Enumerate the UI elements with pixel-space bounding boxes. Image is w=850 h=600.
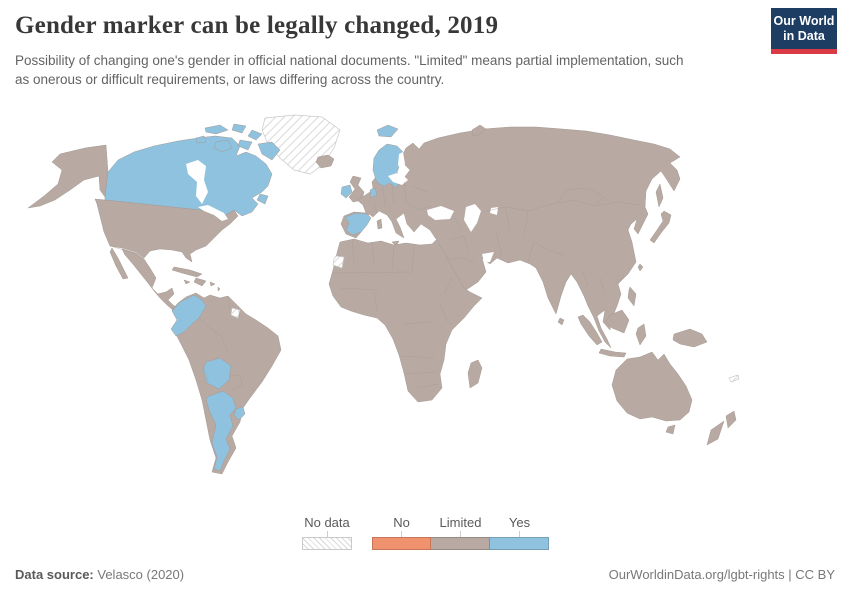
legend-limited-swatch: [431, 537, 490, 550]
subtitle-line-1: Possibility of changing one's gender in …: [15, 53, 684, 68]
legend-no-swatch: [372, 537, 431, 550]
hudson-bay: [186, 160, 208, 204]
region-southeast-asian-islands[interactable]: [577, 263, 708, 358]
region-svalbard[interactable]: [376, 124, 399, 138]
country-iceland[interactable]: [315, 154, 335, 169]
owid-logo[interactable]: Our World in Data: [771, 8, 837, 54]
country-spain[interactable]: [344, 212, 372, 236]
logo-line-1: Our World: [773, 13, 835, 28]
subtitle-line-2: as onerous or difficult requirements, or…: [15, 72, 445, 87]
baltic-sea: [388, 173, 408, 185]
caspian-sea: [464, 204, 481, 232]
country-canada-newfoundland[interactable]: [256, 193, 269, 205]
region-french-guiana[interactable]: [230, 307, 241, 319]
country-sri-lanka[interactable]: [557, 317, 565, 326]
country-mexico-central-america[interactable]: [109, 247, 179, 312]
persian-gulf: [482, 252, 494, 262]
page-title: Gender marker can be legally changed, 20…: [15, 12, 499, 39]
legend-tick: [460, 531, 461, 537]
data-source-value: Velasco (2020): [97, 567, 185, 582]
legend-no-label: No: [393, 515, 410, 530]
legend-item-no[interactable]: No: [372, 515, 431, 550]
legend-item-yes[interactable]: Yes: [490, 515, 549, 550]
logo-line-2: in Data: [783, 28, 825, 43]
country-ireland[interactable]: [340, 184, 353, 199]
legend-yes-label: Yes: [508, 515, 531, 530]
region-western-sahara[interactable]: [332, 255, 345, 269]
legend-no-data-label: No data: [304, 515, 350, 530]
legend-yes-swatch: [490, 537, 549, 550]
country-colombia-ecuador[interactable]: [170, 294, 207, 337]
country-united-kingdom[interactable]: [348, 175, 365, 203]
region-caribbean-islands[interactable]: [171, 266, 221, 292]
legend-item-limited[interactable]: Limited: [431, 515, 490, 550]
world-map[interactable]: [0, 112, 850, 510]
page-subtitle: Possibility of changing one's gender in …: [15, 51, 760, 89]
map-legend: No data No Limited Yes: [302, 515, 549, 550]
data-source: Data source: Velasco (2020): [15, 567, 184, 582]
region-new-caledonia[interactable]: [728, 374, 740, 383]
data-source-label: Data source:: [15, 567, 94, 582]
country-japan[interactable]: [649, 183, 672, 244]
region-africa[interactable]: [328, 238, 483, 403]
country-madagascar[interactable]: [467, 359, 483, 389]
legend-no-data[interactable]: No data: [302, 515, 352, 550]
country-uruguay[interactable]: [233, 406, 246, 421]
country-australia[interactable]: [611, 351, 693, 435]
country-canada-arctic-islands[interactable]: [195, 123, 281, 161]
country-usa-alaska[interactable]: [27, 144, 109, 209]
black-sea: [427, 206, 454, 220]
country-new-zealand[interactable]: [706, 410, 737, 446]
legend-tick: [519, 531, 520, 537]
footer-link[interactable]: OurWorldinData.org/lgbt-rights | CC BY: [609, 567, 835, 582]
country-argentina[interactable]: [205, 390, 237, 472]
legend-bar: No Limited Yes: [372, 515, 549, 550]
country-netherlands-belgium[interactable]: [369, 187, 378, 199]
country-canada[interactable]: [104, 135, 273, 217]
region-eurasia[interactable]: [340, 126, 681, 349]
country-bolivia[interactable]: [202, 357, 232, 390]
footer-url-license: OurWorldinData.org/lgbt-rights | CC BY: [608, 567, 835, 582]
legend-no-data-swatch: [302, 537, 352, 550]
legend-tick: [401, 531, 402, 537]
gulf-of-bothnia: [398, 152, 405, 172]
legend-limited-label: Limited: [439, 515, 482, 530]
footer: Data source: Velasco (2020) OurWorldinDa…: [15, 567, 835, 582]
great-lakes: [198, 205, 228, 221]
legend-tick: [326, 531, 328, 537]
region-novaya-zemlya[interactable]: [471, 124, 487, 137]
country-borders: [109, 181, 641, 390]
